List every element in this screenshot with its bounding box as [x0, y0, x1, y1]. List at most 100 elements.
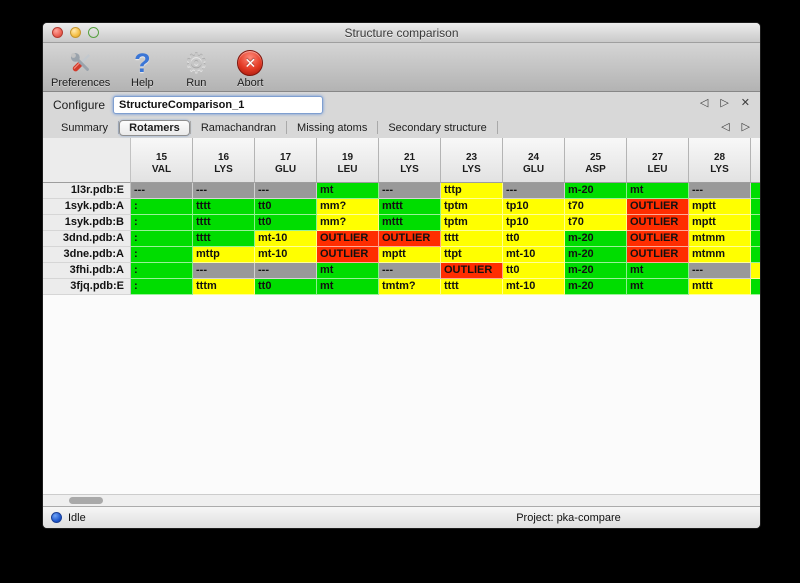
- row-label[interactable]: 1syk.pdb:B: [43, 215, 131, 231]
- rotamer-cell[interactable]: tp10: [503, 199, 565, 215]
- rotamer-cell[interactable]: OUTLIER: [627, 199, 689, 215]
- rotamer-cell[interactable]: mt: [627, 263, 689, 279]
- horizontal-scrollbar[interactable]: [43, 494, 760, 506]
- rotamer-cell[interactable]: mt-10: [503, 279, 565, 295]
- row-label[interactable]: 3fhi.pdb:A: [43, 263, 131, 279]
- rotamer-cell[interactable]: tptm: [441, 199, 503, 215]
- rotamer-cell[interactable]: ttpt: [441, 247, 503, 263]
- rotamer-cell[interactable]: m-20: [565, 183, 627, 199]
- rotamer-cell[interactable]: mt-10: [255, 231, 317, 247]
- tab-missing-atoms[interactable]: Missing atoms: [297, 121, 368, 134]
- configure-name-input[interactable]: [113, 95, 324, 114]
- rotamer-cell[interactable]: OUTLIER: [317, 231, 379, 247]
- rotamer-cell[interactable]: m-20: [565, 279, 627, 295]
- rotamer-cell[interactable]: ---: [503, 183, 565, 199]
- rotamer-cell[interactable]: tttp: [441, 183, 503, 199]
- title-bar[interactable]: Structure comparison: [43, 23, 760, 43]
- rotamer-cell[interactable]: m-20: [565, 263, 627, 279]
- minimize-window-icon[interactable]: [70, 27, 81, 38]
- rotamer-cell[interactable]: OUTLIER: [379, 231, 441, 247]
- column-header-16[interactable]: 16 LYS: [193, 138, 255, 183]
- rotamer-cell[interactable]: ---: [379, 183, 441, 199]
- rotamer-cell[interactable]: mttt: [689, 279, 751, 295]
- rotamer-cell[interactable]: m-20: [565, 231, 627, 247]
- rotamer-cell[interactable]: tptm: [441, 215, 503, 231]
- column-header-28[interactable]: 28 LYS: [689, 138, 751, 183]
- run-button[interactable]: ⚙ Run: [174, 49, 218, 89]
- rotamer-cell[interactable]: OUTLIER: [627, 247, 689, 263]
- column-header-21[interactable]: 21 LYS: [379, 138, 441, 183]
- preferences-button[interactable]: Preferences: [51, 49, 110, 89]
- tabs-forward-icon[interactable]: ▷: [741, 121, 750, 133]
- zoom-window-icon[interactable]: [88, 27, 99, 38]
- rotamer-cell[interactable]: t70: [565, 199, 627, 215]
- rotamer-cell[interactable]: ---: [255, 263, 317, 279]
- rotamer-cell[interactable]: mt-10: [255, 247, 317, 263]
- rotamer-cell[interactable]: mptt: [689, 215, 751, 231]
- row-label[interactable]: 3dne.pdb:A: [43, 247, 131, 263]
- rotamer-cell[interactable]: t70: [565, 215, 627, 231]
- rotamer-cell[interactable]: mtmm: [689, 231, 751, 247]
- rotamer-cell[interactable]: mt-10: [503, 247, 565, 263]
- rotamer-cell[interactable]: mt: [317, 263, 379, 279]
- column-header-15[interactable]: 15 VAL: [131, 138, 193, 183]
- rotamer-cell[interactable]: mttp: [193, 247, 255, 263]
- rotamer-cell[interactable]: tt0: [255, 199, 317, 215]
- rotamer-cell[interactable]: m-20: [565, 247, 627, 263]
- rotamer-cell[interactable]: mptt: [379, 247, 441, 263]
- rotamer-cell[interactable]: mptt: [689, 199, 751, 215]
- rotamer-cell[interactable]: :: [131, 199, 193, 215]
- rotamer-cell[interactable]: :: [131, 279, 193, 295]
- rotamer-cell[interactable]: mtmm: [689, 247, 751, 263]
- column-header-24[interactable]: 24 GLU: [503, 138, 565, 183]
- rotamer-cell[interactable]: tmtm?: [379, 279, 441, 295]
- rotamer-cell[interactable]: tt0: [503, 231, 565, 247]
- rotamer-cell[interactable]: mm?: [317, 199, 379, 215]
- column-header-25[interactable]: 25 ASP: [565, 138, 627, 183]
- rotamer-cell[interactable]: :: [131, 263, 193, 279]
- rotamer-cell[interactable]: tt0: [503, 263, 565, 279]
- rotamer-cell[interactable]: OUTLIER: [441, 263, 503, 279]
- rotamer-cell[interactable]: tt0: [255, 279, 317, 295]
- rotamer-cell[interactable]: ---: [379, 263, 441, 279]
- row-label[interactable]: 1syk.pdb:A: [43, 199, 131, 215]
- column-header-17[interactable]: 17 GLU: [255, 138, 317, 183]
- row-label[interactable]: 3fjq.pdb:E: [43, 279, 131, 295]
- rotamer-cell[interactable]: ---: [689, 183, 751, 199]
- column-header-19[interactable]: 19 LEU: [317, 138, 379, 183]
- configure-back-icon[interactable]: ◁: [699, 97, 709, 109]
- rotamer-cell[interactable]: tp10: [503, 215, 565, 231]
- rotamer-cell[interactable]: tttt: [193, 199, 255, 215]
- tabs-back-icon[interactable]: ◁: [721, 121, 730, 133]
- configure-forward-icon[interactable]: ▷: [720, 97, 729, 109]
- rotamer-cell[interactable]: OUTLIER: [317, 247, 379, 263]
- rotamer-cell[interactable]: ---: [131, 183, 193, 199]
- close-window-icon[interactable]: [52, 27, 63, 38]
- abort-button[interactable]: ✕ Abort: [228, 49, 272, 89]
- rotamer-cell[interactable]: :: [131, 247, 193, 263]
- rotamer-cell[interactable]: mt: [627, 279, 689, 295]
- rotamer-cell[interactable]: tttt: [193, 231, 255, 247]
- rotamer-cell[interactable]: :: [131, 231, 193, 247]
- scrollbar-thumb[interactable]: [69, 497, 103, 504]
- rotamer-cell[interactable]: tttt: [441, 231, 503, 247]
- rotamer-cell[interactable]: tttm: [193, 279, 255, 295]
- rotamer-cell[interactable]: mttt: [379, 215, 441, 231]
- tab-secondary-structure[interactable]: Secondary structure: [388, 121, 487, 134]
- rotamer-cell[interactable]: tt0: [255, 215, 317, 231]
- row-label[interactable]: 1l3r.pdb:E: [43, 183, 131, 199]
- rotamer-cell[interactable]: OUTLIER: [627, 215, 689, 231]
- rotamer-cell[interactable]: :: [131, 215, 193, 231]
- rotamer-cell[interactable]: mttt: [379, 199, 441, 215]
- column-header-23[interactable]: 23 LYS: [441, 138, 503, 183]
- rotamer-cell[interactable]: ---: [193, 263, 255, 279]
- tab-rotamers[interactable]: Rotamers: [119, 119, 190, 136]
- rotamer-cell[interactable]: ---: [255, 183, 317, 199]
- column-header-27[interactable]: 27 LEU: [627, 138, 689, 183]
- rotamer-cell[interactable]: tttt: [441, 279, 503, 295]
- rotamer-cell[interactable]: mm?: [317, 215, 379, 231]
- tab-summary[interactable]: Summary: [61, 121, 109, 134]
- configure-close-icon[interactable]: ✕: [740, 97, 750, 109]
- help-button[interactable]: ? Help: [120, 49, 164, 90]
- rotamer-cell[interactable]: ---: [193, 183, 255, 199]
